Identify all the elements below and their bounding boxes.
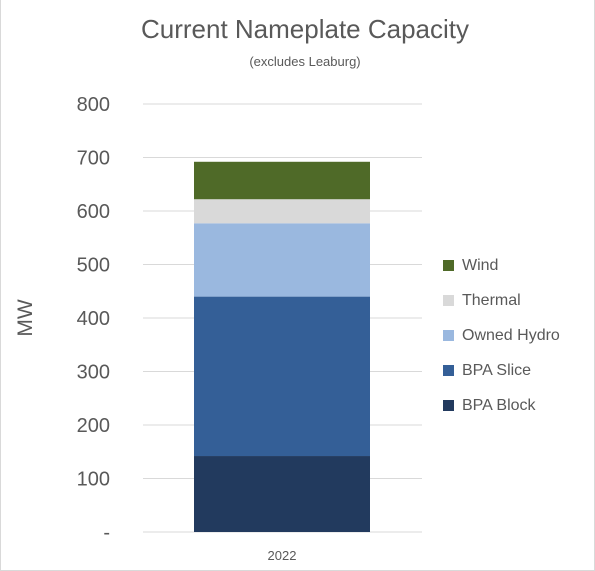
legend-label: Owned Hydro (462, 326, 560, 344)
y-tick-label: 100 (77, 469, 110, 491)
y-tick-label: 400 (77, 308, 110, 330)
y-tick-label: 600 (77, 201, 110, 223)
bar-segment-owned-hydro (194, 223, 370, 297)
bar-segment-bpa-block (194, 456, 370, 532)
y-axis-ticks: 800 700 600 500 400 300 200 100 - (77, 94, 110, 544)
legend-swatch (443, 365, 454, 376)
y-tick-label: - (103, 522, 110, 544)
y-tick-label: 200 (77, 415, 110, 437)
legend-label: Thermal (462, 291, 521, 309)
legend-item: Owned Hydro (443, 318, 560, 353)
y-tick-label: 800 (77, 94, 110, 116)
legend-item: BPA Block (443, 388, 560, 423)
bar-segment-thermal (194, 199, 370, 224)
stacked-bar (194, 161, 370, 532)
bar-segment-wind (194, 161, 370, 200)
chart-legend: Wind Thermal Owned Hydro BPA Slice BPA Block (443, 248, 560, 423)
x-axis-ticks: 2022 (268, 548, 297, 563)
legend-item: BPA Slice (443, 353, 560, 388)
legend-swatch (443, 295, 454, 306)
legend-swatch (443, 260, 454, 271)
x-tick-label: 2022 (268, 548, 297, 563)
legend-label: BPA Slice (462, 361, 532, 379)
legend-label: BPA Block (462, 396, 536, 414)
y-tick-label: 700 (77, 148, 110, 170)
chart-title: Current Nameplate Capacity (140, 14, 470, 44)
y-tick-label: 300 (77, 362, 110, 384)
legend-item: Wind (443, 248, 560, 283)
chart-subtitle: (excludes Leaburg) (249, 54, 361, 69)
bar-segment-bpa-slice (194, 296, 370, 457)
legend-swatch (443, 330, 454, 341)
legend-item: Thermal (443, 283, 560, 318)
y-tick-label: 500 (77, 255, 110, 277)
legend-label: Wind (462, 256, 499, 274)
legend-swatch (443, 400, 454, 411)
